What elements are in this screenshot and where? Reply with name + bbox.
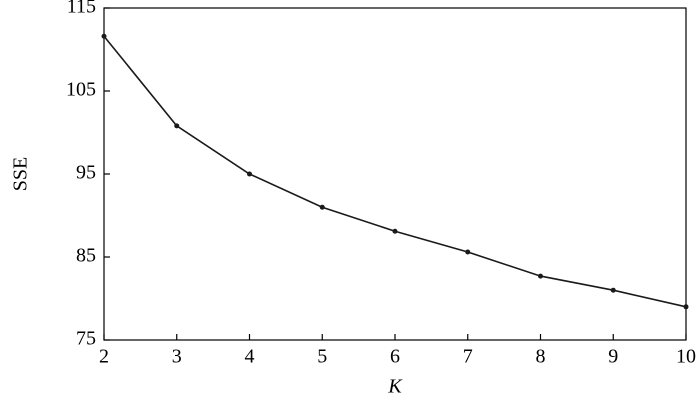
data-point bbox=[247, 171, 252, 177]
y-tick-label: 105 bbox=[66, 79, 96, 101]
x-tick-label: 9 bbox=[608, 346, 618, 368]
y-tick-label: 95 bbox=[76, 162, 96, 184]
y-tick-label: 75 bbox=[76, 328, 96, 350]
data-point bbox=[319, 204, 325, 210]
x-tick-label: 4 bbox=[245, 346, 255, 368]
data-point bbox=[101, 33, 107, 39]
y-tick-label: 85 bbox=[76, 245, 96, 267]
x-tick-label: 3 bbox=[172, 346, 182, 368]
x-tick-label: 7 bbox=[463, 346, 473, 368]
data-point bbox=[392, 228, 398, 234]
x-tick-label: 10 bbox=[676, 346, 696, 368]
y-axis-label: SSE bbox=[10, 157, 32, 191]
y-tick-label: 115 bbox=[67, 0, 96, 18]
plot-frame bbox=[103, 7, 687, 341]
data-point bbox=[610, 287, 616, 293]
x-tick-label: 2 bbox=[99, 346, 109, 368]
data-point bbox=[538, 273, 543, 279]
data-point bbox=[465, 249, 471, 255]
data-point bbox=[174, 123, 180, 129]
x-tick-label: 5 bbox=[317, 346, 327, 368]
x-tick-label: 8 bbox=[536, 346, 546, 368]
x-tick-label: 6 bbox=[390, 346, 400, 368]
series-line bbox=[103, 35, 687, 308]
data-point bbox=[683, 304, 689, 310]
x-axis-label: K bbox=[387, 376, 403, 398]
